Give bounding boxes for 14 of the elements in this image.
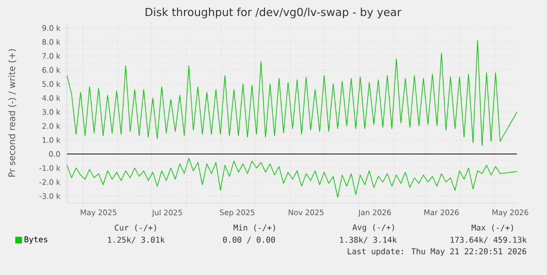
text: 1.25k/ 3.01k [108, 236, 165, 244]
text: 1.38k/ 3.14k [340, 236, 397, 244]
text: Avg (-/+) [352, 224, 394, 232]
text: 173.64k/ 459.13k [450, 236, 527, 244]
line-series [66, 158, 518, 198]
text: 0.00 / 0.00 [223, 236, 275, 244]
line-series [66, 40, 518, 146]
text: Cur (-/+) [114, 224, 156, 232]
y-axis-title: Pr second read (-) / write (+) [8, 49, 16, 177]
text: Max (-/+) [472, 224, 514, 232]
text: Min (-/+) [234, 224, 276, 232]
legend-label: Bytes [24, 236, 48, 244]
chart-title: Disk throughput for /dev/vg0/lv-swap - by year [146, 8, 402, 18]
text: Last update: Thu May 21 22:20:51 2026 [348, 248, 526, 256]
